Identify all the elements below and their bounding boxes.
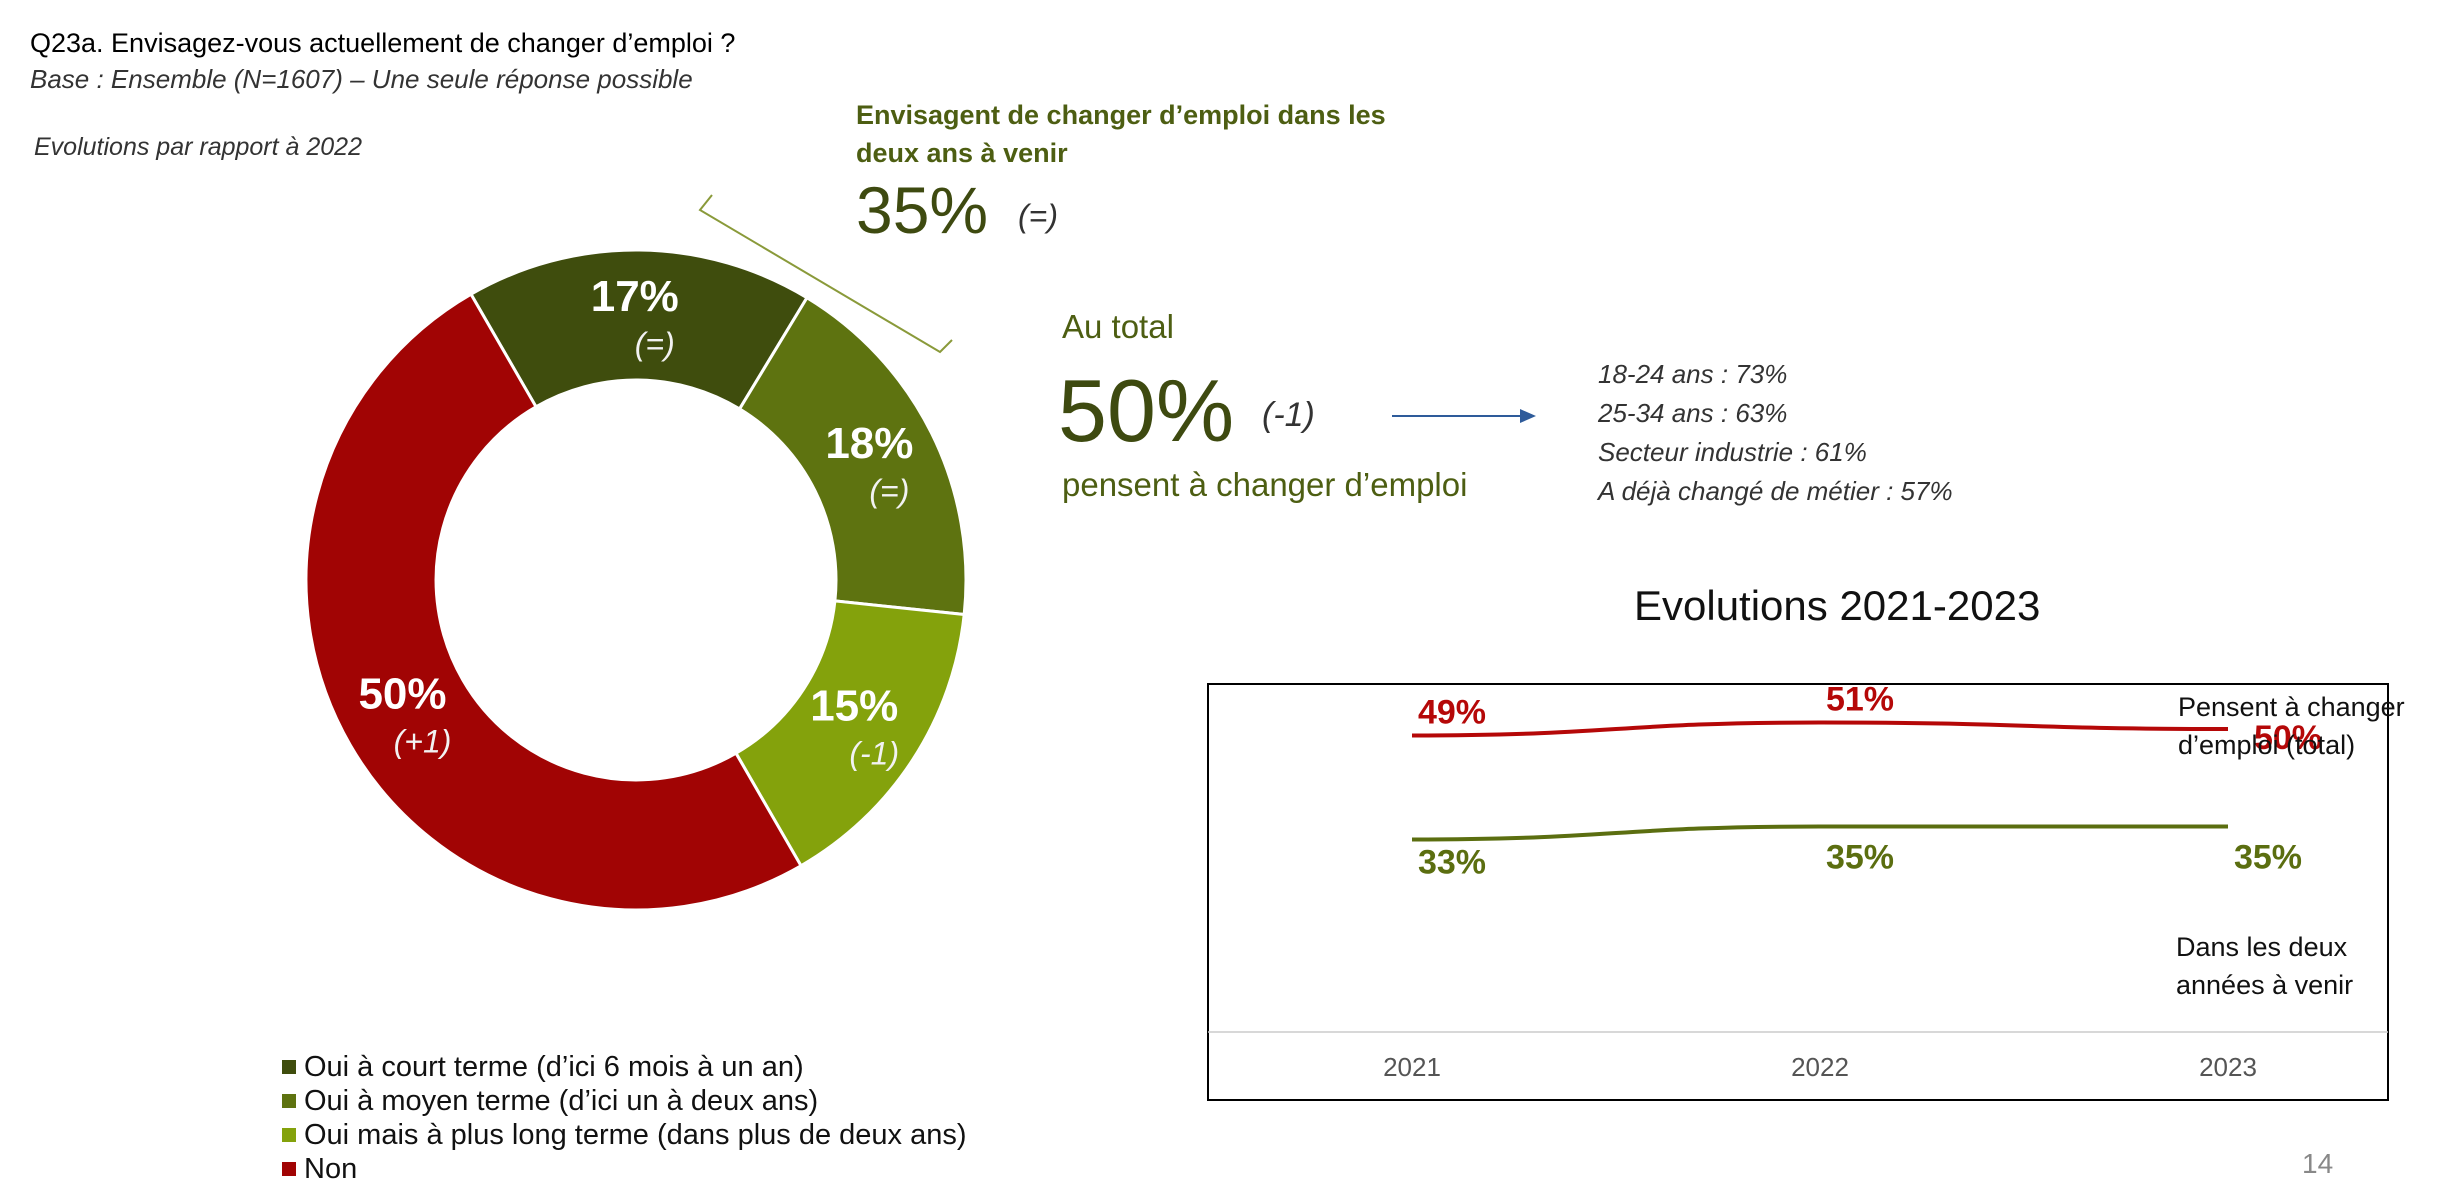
series-note: Dans les deux	[2176, 932, 2348, 962]
legend-item: Oui à court terme (d’ici 6 mois à un an)	[282, 1050, 967, 1084]
x-tick-label: 2022	[1791, 1052, 1849, 1082]
legend-label: Non	[304, 1153, 358, 1185]
line-chart-frame	[1207, 683, 2389, 1101]
total-label: Au total	[1062, 308, 1174, 345]
line-series-two-years	[1411, 824, 2228, 842]
line-data-label: 35%	[2234, 839, 2302, 877]
donut-value-label: 15%	[810, 681, 898, 730]
two-years-change: (=)	[1018, 198, 1058, 234]
question-title: Q23a. Envisagez-vous actuellement de cha…	[30, 28, 736, 58]
donut-value-label: 17%	[591, 272, 679, 321]
donut-slice	[468, 248, 810, 411]
donut-change-label: (+1)	[394, 724, 452, 760]
detail-item: Secteur industrie : 61%	[1598, 437, 1867, 467]
detail-item: A déjà changé de métier : 57%	[1598, 476, 1953, 506]
total-change: (-1)	[1262, 396, 1315, 434]
two-years-title: Envisagent de changer d’emploi dans les …	[856, 100, 1386, 168]
donut-labels: 17% (=) 18% (=) 15% (-1) 50% (+1)	[358, 272, 913, 771]
line-data-label: 50%	[2254, 719, 2322, 757]
question-base: Base : Ensemble (N=1607) – Une seule rép…	[30, 64, 693, 94]
legend-item: Oui mais à plus long terme (dans plus de…	[282, 1118, 967, 1152]
two-years-value: 35%	[856, 173, 989, 247]
bracket-line	[698, 194, 953, 354]
legend-label: Oui à moyen terme (d’ici un à deux ans)	[304, 1085, 819, 1117]
legend-item: Non	[282, 1152, 967, 1186]
page-number: 14	[2302, 1148, 2334, 1179]
detail-item: 25-34 ans : 63%	[1598, 398, 1788, 428]
donut-legend: Oui à court terme (d’ici 6 mois à un an)…	[282, 1050, 967, 1186]
donut-slice	[304, 292, 804, 912]
total-value: 50%	[1058, 361, 1235, 460]
legend-swatch	[282, 1060, 296, 1074]
series-note: années à venir	[2176, 970, 2353, 1000]
line-data-label: 51%	[1826, 682, 1894, 719]
donut-slice	[737, 295, 968, 617]
legend-label: Oui à court terme (d’ici 6 mois à un an)	[304, 1051, 804, 1083]
legend-label: Oui mais à plus long terme (dans plus de…	[304, 1119, 967, 1151]
x-tick-label: 2021	[1383, 1052, 1441, 1082]
x-tick-label: 2023	[2199, 1052, 2257, 1082]
series-note: d’emploi (total)	[2178, 730, 2355, 760]
line-data-label: 49%	[1418, 694, 1486, 732]
line-chart-title: Evolutions 2021-2023	[1634, 582, 2041, 629]
series-note: Pensent à changer	[2178, 692, 2405, 722]
line-data-label: 33%	[1418, 844, 1486, 882]
donut-slices	[304, 248, 968, 912]
line-chart: 49% 51% 50% 33% 35% 35% 2021 2022 2023 Pensent …	[1207, 682, 2405, 1101]
arrow-icon	[1392, 409, 1536, 423]
donut-change-label: (=)	[869, 473, 909, 509]
legend-swatch	[282, 1128, 296, 1142]
legend-swatch	[282, 1162, 296, 1176]
donut-change-label: (-1)	[849, 735, 899, 771]
evolutions-note: Evolutions par rapport à 2022	[34, 133, 362, 161]
line-series-total	[1411, 720, 2229, 738]
donut-slice	[733, 599, 966, 868]
donut-change-label: (=)	[635, 326, 675, 362]
detail-item: 18-24 ans : 73%	[1598, 359, 1788, 389]
donut-chart: 17% (=) 18% (=) 15% (-1) 50% (+1)	[304, 194, 968, 912]
legend-swatch	[282, 1094, 296, 1108]
legend-item: Oui à moyen terme (d’ici un à deux ans)	[282, 1084, 967, 1118]
details-list: 18-24 ans : 73% 25-34 ans : 63% Secteur …	[1598, 355, 1953, 511]
total-sub: pensent à changer d’emploi	[1062, 466, 1468, 503]
donut-value-label: 18%	[825, 419, 913, 468]
donut-value-label: 50%	[358, 670, 446, 719]
line-data-label: 35%	[1826, 839, 1894, 877]
